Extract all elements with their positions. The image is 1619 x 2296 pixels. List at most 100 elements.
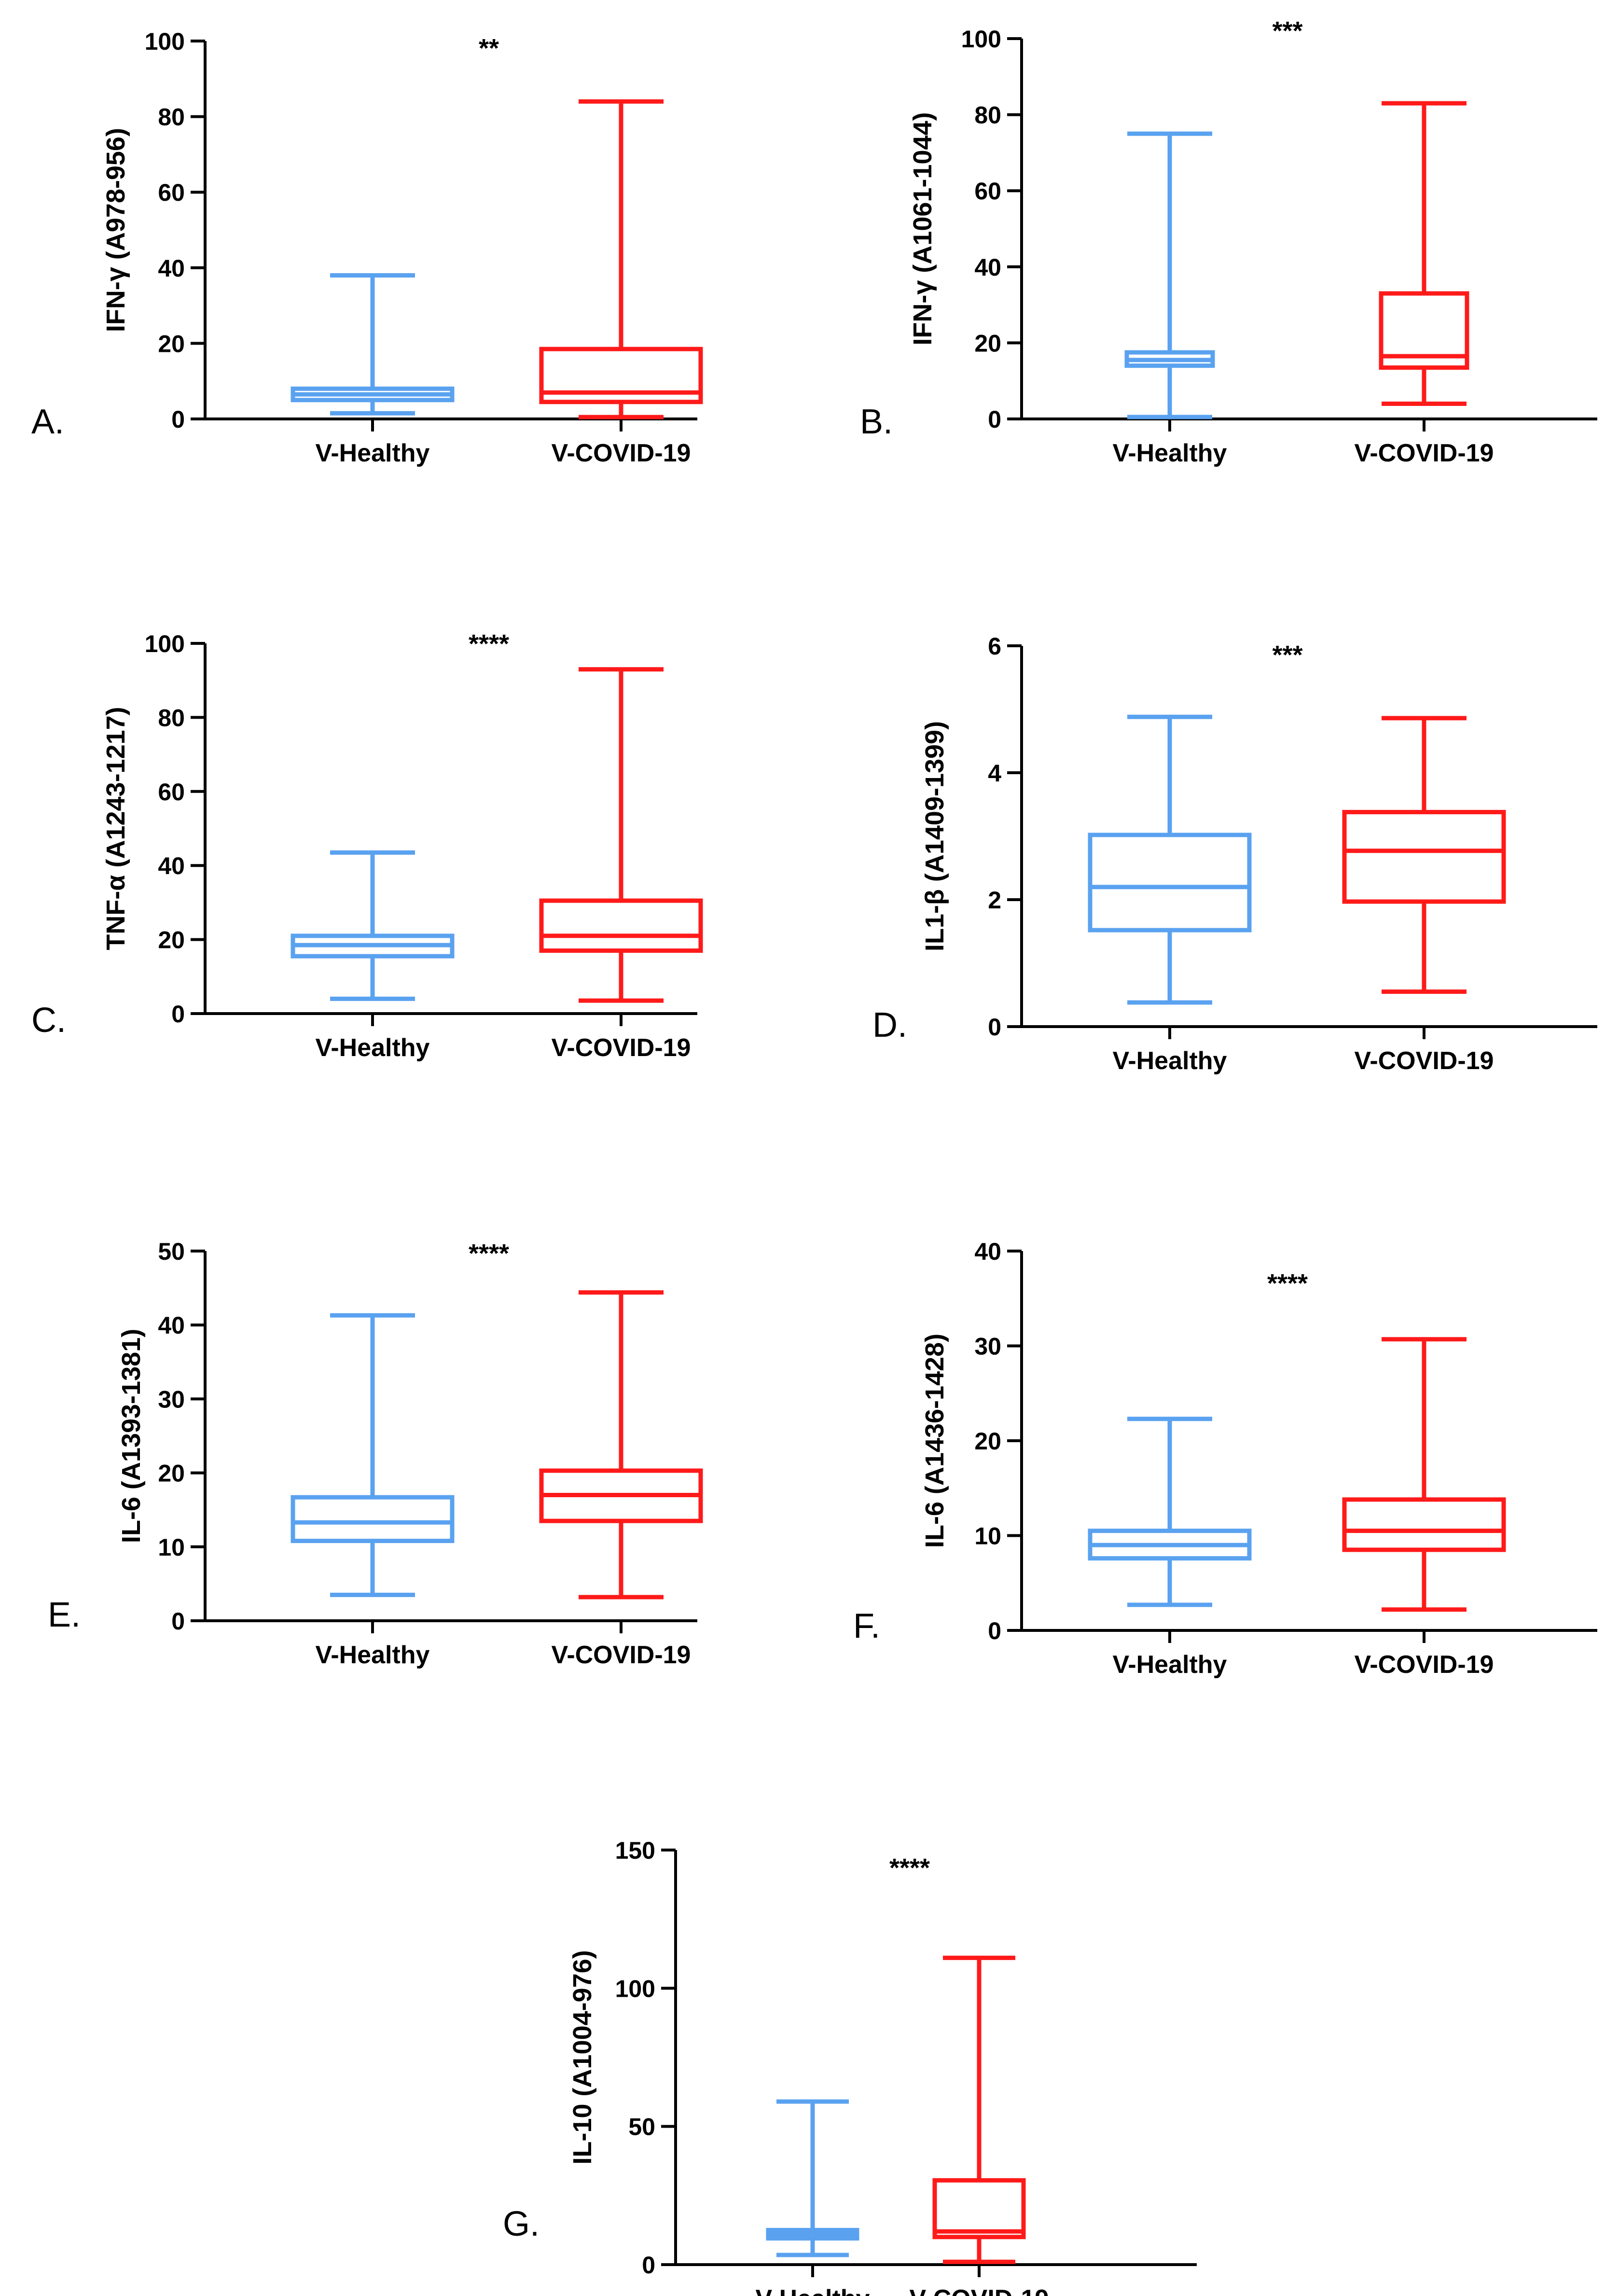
- x-category-label: V-Healthy: [1113, 1047, 1227, 1075]
- panel-letter: G.: [503, 2205, 540, 2243]
- x-category-label: V-COVID-19: [910, 2285, 1049, 2296]
- box-v-covid-19: [539, 667, 703, 1003]
- y-tick-label: 20: [974, 1428, 1001, 1455]
- box-v-healthy: [1088, 714, 1252, 1005]
- y-tick-label: 100: [145, 630, 185, 657]
- panel-letter: E.: [48, 1596, 81, 1634]
- y-tick-label: 0: [171, 406, 185, 433]
- chart-panel-b: 0 20 40 60 80 100 V-Healthy V-COVID-19 IFN-γ (A1…: [860, 16, 1597, 467]
- box-v-healthy: [1088, 1417, 1252, 1607]
- iqr-box: [932, 2178, 1026, 2240]
- y-tick-label: 60: [974, 178, 1001, 205]
- y-tick-label: 60: [158, 779, 185, 806]
- chart-panel-c: 0 20 40 60 80 100 V-Healthy V-COVID-19 TNF-α (A1…: [31, 629, 703, 1062]
- y-tick-label: 20: [158, 330, 185, 357]
- y-tick-label: 150: [615, 1837, 655, 1864]
- x-category-label: V-Healthy: [316, 1034, 430, 1062]
- y-tick-label: 0: [171, 1001, 185, 1028]
- box-v-healthy: [766, 2099, 859, 2257]
- box-v-healthy: [1124, 131, 1215, 419]
- box-v-covid-19: [1379, 101, 1469, 406]
- y-tick-label: 100: [615, 1975, 655, 2002]
- y-tick-label: 0: [171, 1608, 185, 1635]
- significance-label: ****: [469, 1239, 509, 1268]
- significance-label: ****: [469, 629, 509, 658]
- y-tick-label: 10: [158, 1534, 185, 1561]
- y-axis-title: IL-10 (A1004-976): [568, 1950, 597, 2164]
- y-tick-label: 60: [158, 179, 185, 206]
- y-tick-label: 100: [961, 26, 1001, 53]
- significance-label: ****: [889, 1853, 930, 1882]
- panel-letter: C.: [31, 1001, 66, 1040]
- y-tick-label: 20: [158, 1460, 185, 1487]
- y-axis-title: TNF-α (A1243-1217): [101, 707, 130, 950]
- y-axis-title: IL1-β (A1409-1399): [920, 721, 949, 951]
- chart-panel-f: 0 10 20 30 40 V-Healthy V-COVID-19 IL-6 (A1436-…: [853, 1238, 1597, 1679]
- y-tick-label: 0: [988, 1014, 1001, 1041]
- x-category-label: V-COVID-19: [552, 1034, 691, 1062]
- chart-panel-g: 0 50 100 150 V-Healthy V-COVID-19 IL-10 (A1004…: [503, 1837, 1197, 2296]
- significance-label: **: [479, 34, 499, 63]
- y-tick-label: 0: [988, 406, 1001, 433]
- y-tick-label: 20: [158, 927, 185, 954]
- iqr-box: [539, 898, 703, 953]
- box-v-healthy: [291, 1313, 455, 1597]
- x-category-label: V-Healthy: [316, 439, 430, 467]
- y-axis-title: IFN-γ (A978-956): [101, 128, 130, 332]
- panel-letter: D.: [872, 1006, 907, 1044]
- significance-label: ****: [1267, 1269, 1308, 1298]
- y-tick-label: 80: [974, 102, 1001, 129]
- y-tick-label: 50: [158, 1238, 185, 1265]
- iqr-box: [291, 1495, 455, 1544]
- x-category-label: V-COVID-19: [552, 439, 691, 467]
- x-category-label: V-COVID-19: [552, 1641, 691, 1669]
- y-tick-label: 80: [158, 104, 185, 131]
- box-v-healthy: [291, 273, 455, 416]
- x-category-label: V-Healthy: [1113, 1651, 1227, 1679]
- box-v-healthy: [291, 850, 455, 1001]
- x-category-label: V-COVID-19: [1355, 1047, 1494, 1075]
- x-category-label: V-Healthy: [316, 1641, 430, 1669]
- y-tick-label: 0: [988, 1617, 1001, 1644]
- x-category-label: V-Healthy: [756, 2285, 870, 2296]
- x-category-label: V-Healthy: [1113, 439, 1227, 467]
- x-category-label: V-COVID-19: [1355, 1651, 1494, 1679]
- y-tick-label: 100: [145, 28, 185, 55]
- chart-panel-a: 0 20 40 60 80 100 V-Healthy V-COVID-19 IFN-γ (A9…: [31, 28, 703, 467]
- y-tick-label: 40: [158, 852, 185, 879]
- iqr-box: [1342, 1497, 1506, 1552]
- iqr-box: [1342, 810, 1506, 904]
- y-tick-label: 50: [628, 2114, 655, 2141]
- box-v-covid-19: [1342, 716, 1506, 994]
- box-v-covid-19: [932, 1955, 1026, 2264]
- y-tick-label: 40: [158, 255, 185, 282]
- y-tick-label: 20: [974, 330, 1001, 357]
- iqr-box: [1088, 833, 1252, 932]
- panel-letter: F.: [853, 1607, 880, 1645]
- panel-letter: B.: [860, 403, 893, 441]
- y-axis-title: IFN-γ (A1061-1044): [908, 112, 937, 345]
- chart-panel-e: 0 10 20 30 40 50 V-Healthy V-COVID-19 IL-6 (A139…: [48, 1238, 703, 1669]
- y-tick-label: 40: [974, 1238, 1001, 1265]
- chart-panel-d: 0 2 4 6 V-Healthy V-COVID-19 IL1-β (A1409-1399…: [872, 633, 1597, 1075]
- y-tick-label: 4: [988, 760, 1001, 787]
- y-tick-label: 0: [642, 2252, 655, 2279]
- panel-letter: A.: [31, 403, 64, 441]
- y-tick-label: 80: [158, 704, 185, 731]
- y-tick-label: 30: [158, 1386, 185, 1413]
- significance-label: ***: [1272, 640, 1302, 669]
- y-tick-label: 30: [974, 1333, 1001, 1360]
- y-tick-label: 40: [158, 1312, 185, 1339]
- box-v-covid-19: [1342, 1337, 1506, 1612]
- y-axis-title: IL-6 (A1393-1381): [117, 1329, 146, 1543]
- y-tick-label: 2: [988, 887, 1001, 914]
- y-tick-label: 40: [974, 254, 1001, 281]
- y-axis-title: IL-6 (A1436-1428): [920, 1334, 949, 1548]
- x-category-label: V-COVID-19: [1355, 439, 1494, 467]
- significance-label: ***: [1272, 16, 1302, 45]
- y-tick-label: 6: [988, 633, 1001, 660]
- y-tick-label: 10: [974, 1523, 1001, 1550]
- box-v-covid-19: [539, 1290, 703, 1600]
- box-v-covid-19: [539, 99, 703, 419]
